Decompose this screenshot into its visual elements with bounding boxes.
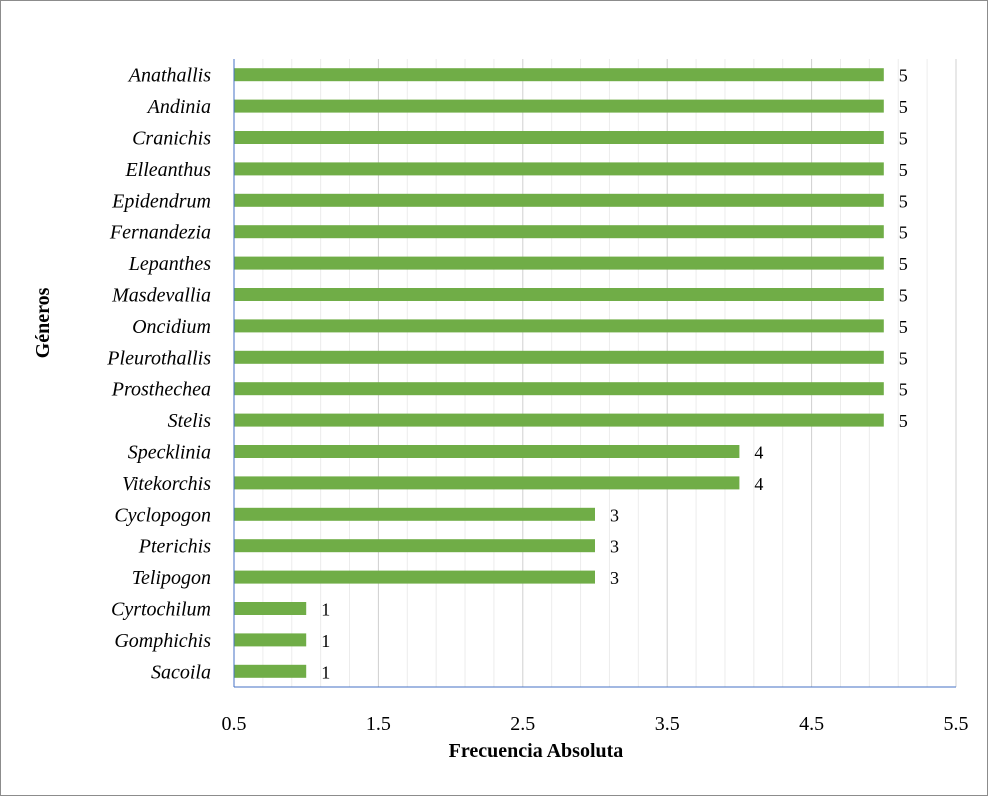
data-labels: 5 5 5 5 5 5 5 5 5 5 5 5 4 4 3 3 3 1 1 1	[321, 66, 908, 683]
bar-andinia	[234, 99, 884, 113]
bar-gomphichis	[234, 633, 307, 647]
bar-elleanthus	[234, 162, 884, 176]
axes	[233, 59, 956, 688]
data-label-lepanthes: 5	[899, 254, 908, 274]
data-label-oncidium: 5	[899, 317, 908, 337]
bar-sacoila	[234, 664, 307, 678]
category-label-elleanthus: Elleanthus	[124, 159, 211, 181]
bar-epidendrum	[234, 193, 884, 207]
category-label-gomphichis: Gomphichis	[114, 630, 211, 652]
category-label-lepanthes: Lepanthes	[128, 253, 211, 275]
bar-cyrtochilum	[234, 602, 307, 615]
bar-stelis	[234, 413, 884, 427]
bar-oncidium	[234, 319, 884, 333]
bar-specklinia	[234, 445, 740, 458]
category-label-pleurothallis: Pleurothallis	[106, 347, 211, 369]
category-label-fernandezia: Fernandezia	[109, 222, 211, 244]
bar-pleurothallis	[234, 350, 884, 364]
bar-masdevallia	[234, 288, 884, 301]
data-label-epidendrum: 5	[899, 191, 908, 211]
x-tick-labels: 0.5 1.5 2.5 3.5 4.5 5.5	[222, 713, 969, 735]
bar-pterichis	[234, 539, 595, 553]
x-tick-label: 2.5	[510, 713, 535, 735]
x-tick-label: 0.5	[222, 713, 247, 735]
category-label-oncidium: Oncidium	[132, 316, 211, 338]
data-label-pleurothallis: 5	[899, 348, 908, 368]
data-label-gomphichis: 1	[321, 631, 330, 651]
data-label-elleanthus: 5	[899, 160, 908, 180]
category-label-cyclopogon: Cyclopogon	[114, 504, 211, 526]
x-tick-label: 1.5	[366, 713, 391, 735]
category-label-andinia: Andinia	[146, 96, 211, 118]
data-label-fernandezia: 5	[899, 223, 908, 243]
bar-anathallis	[234, 68, 884, 82]
data-label-cyrtochilum: 1	[321, 600, 330, 620]
category-label-epidendrum: Epidendrum	[111, 190, 211, 212]
data-label-cyclopogon: 3	[610, 505, 619, 525]
data-label-pterichis: 3	[610, 537, 619, 557]
category-label-stelis: Stelis	[168, 410, 212, 432]
data-label-masdevallia: 5	[899, 286, 908, 306]
bars	[234, 68, 884, 678]
category-label-pterichis: Pterichis	[138, 536, 211, 558]
data-label-prosthechea: 5	[899, 380, 908, 400]
data-label-stelis: 5	[899, 411, 908, 431]
data-label-sacoila: 1	[321, 662, 330, 682]
category-label-cyrtochilum: Cyrtochilum	[111, 599, 211, 621]
bar-prosthechea	[234, 382, 884, 396]
category-label-specklinia: Specklinia	[128, 442, 211, 464]
x-tick-label: 5.5	[944, 713, 969, 735]
bar-cranichis	[234, 131, 884, 144]
data-label-vitekorchis: 4	[754, 474, 763, 494]
data-label-andinia: 5	[899, 97, 908, 117]
category-label-prosthechea: Prosthechea	[111, 379, 211, 401]
category-labels: Anathallis Andinia Cranichis Elleanthus Epid…	[106, 65, 211, 684]
x-tick-label: 4.5	[799, 713, 824, 735]
x-axis-title: Frecuencia Absoluta	[449, 740, 624, 762]
category-label-masdevallia: Masdevallia	[111, 285, 211, 307]
bar-cyclopogon	[234, 507, 595, 521]
category-label-sacoila: Sacoila	[151, 661, 211, 683]
data-label-anathallis: 5	[899, 66, 908, 86]
data-label-telipogon: 3	[610, 568, 619, 588]
x-tick-label: 3.5	[655, 713, 680, 735]
category-label-vitekorchis: Vitekorchis	[122, 473, 211, 495]
data-label-cranichis: 5	[899, 129, 908, 149]
bar-telipogon	[234, 570, 595, 584]
category-label-cranichis: Cranichis	[132, 128, 211, 150]
bar-lepanthes	[234, 256, 884, 270]
category-label-anathallis: Anathallis	[127, 65, 211, 87]
bar-vitekorchis	[234, 476, 740, 490]
category-label-telipogon: Telipogon	[132, 567, 211, 589]
grid-lines	[233, 59, 957, 687]
bar-fernandezia	[234, 225, 884, 239]
data-label-specklinia: 4	[754, 443, 763, 463]
y-axis-title: Géneros	[32, 287, 54, 358]
